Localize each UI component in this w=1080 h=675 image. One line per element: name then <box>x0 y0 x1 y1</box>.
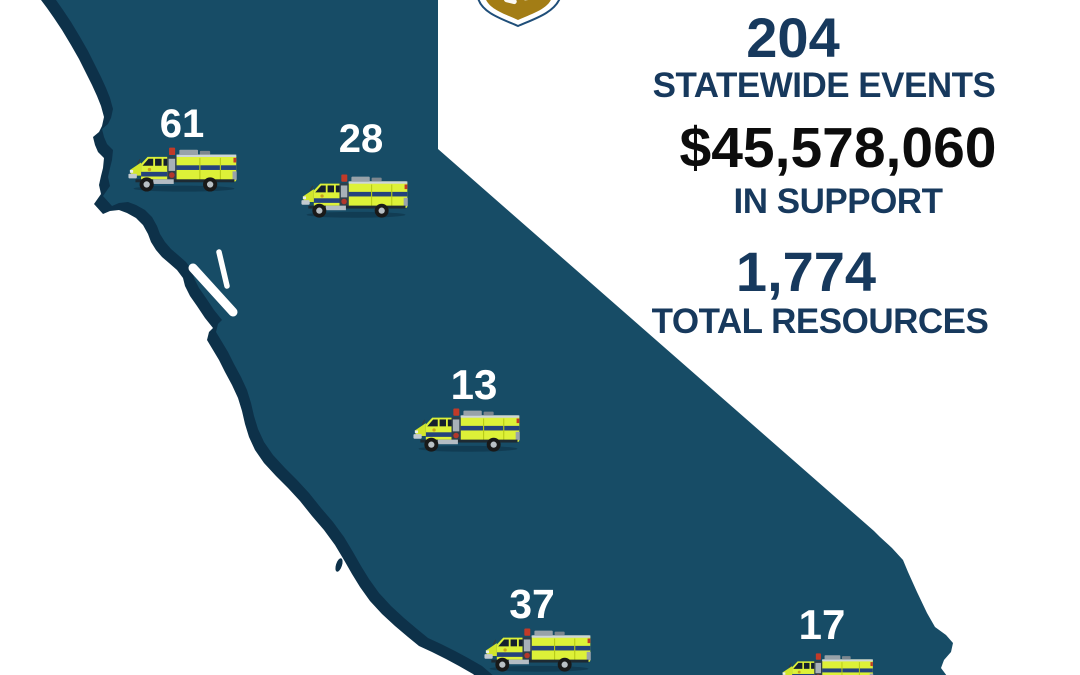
marker-count: 28 <box>338 117 384 161</box>
fire-engine-icon <box>484 627 594 673</box>
fire-engine-icon <box>413 407 523 453</box>
total-resources-label: TOTAL RESOURCES <box>651 302 989 341</box>
marker-count: 13 <box>450 361 498 408</box>
statewide-events-value: 204 <box>746 6 840 69</box>
channel-island <box>335 558 343 572</box>
support-amount-label: IN SUPPORT <box>733 182 943 221</box>
support-amount-value: $45,578,060 <box>679 116 997 180</box>
marker-count: 37 <box>509 581 555 627</box>
sf-bay-inlet <box>188 263 238 317</box>
marker-count: 17 <box>798 601 846 648</box>
shield-badge-icon <box>477 0 561 28</box>
total-resources-value: 1,774 <box>735 240 877 303</box>
sf-bay-channel <box>216 249 230 289</box>
statewide-events-label: STATEWIDE EVENTS <box>652 66 996 105</box>
marker-count: 61 <box>159 102 205 146</box>
fire-engine-icon <box>128 146 240 193</box>
fire-engine-icon <box>781 652 876 675</box>
california-map-shape <box>56 0 953 675</box>
fire-engine-icon <box>301 173 411 219</box>
